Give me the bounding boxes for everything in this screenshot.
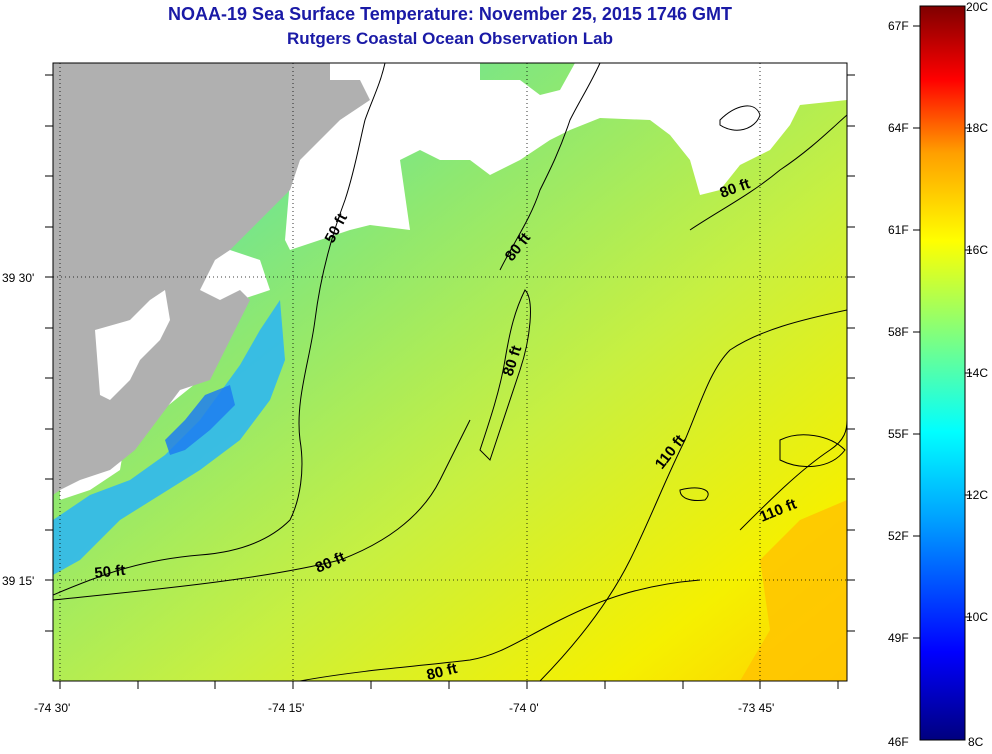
land-mass xyxy=(53,63,370,495)
axis-ticks xyxy=(45,74,855,689)
colorbar-f-label: 58F xyxy=(888,325,909,339)
colorbar-c-label: 18C xyxy=(966,121,988,135)
lon-label: -73 45' xyxy=(738,701,774,715)
colorbar-f-label: 64F xyxy=(888,121,909,135)
contour-50ft xyxy=(53,63,386,596)
contour-island-3 xyxy=(679,487,709,501)
contour-110ft-east xyxy=(739,419,847,531)
contour-110ft xyxy=(539,309,847,681)
contour-label: 80 ft xyxy=(425,660,459,684)
map-title: NOAA-19 Sea Surface Temperature: Novembe… xyxy=(168,4,732,24)
warm-water-patch xyxy=(740,500,847,681)
contour-island-2 xyxy=(779,434,846,468)
colorbar-f-label: 49F xyxy=(888,631,909,645)
graticule xyxy=(53,63,847,681)
colorbar-c-label: 16C xyxy=(966,243,988,257)
contour-80ft-east xyxy=(689,114,847,231)
colorbar-f-label: 52F xyxy=(888,529,909,543)
coldest-water-patch xyxy=(165,385,235,455)
contour-80ft-south xyxy=(53,419,471,601)
bathymetry-contours xyxy=(53,63,847,681)
barrier-island xyxy=(95,290,170,400)
colorbar-f-label: 46F xyxy=(888,735,909,749)
colorbar-c-label: 10C xyxy=(966,610,988,624)
colorbar-f-label: 55F xyxy=(888,427,909,441)
contour-80ft-bottom xyxy=(299,579,701,681)
colorbar-f-label: 61F xyxy=(888,223,909,237)
lat-label: 39 15' xyxy=(2,574,34,588)
colorbar-f-label: 67F xyxy=(888,19,909,33)
colorbar-c-label: 8C xyxy=(968,735,984,749)
cold-water-patch xyxy=(53,300,285,575)
contour-80ft-mid xyxy=(479,289,531,461)
cloud-cover xyxy=(285,63,847,250)
map-subtitle: Rutgers Coastal Ocean Observation Lab xyxy=(287,29,613,48)
contour-label: 50 ft xyxy=(94,562,126,582)
lon-label: -74 0' xyxy=(509,701,539,715)
lon-label: -74 15' xyxy=(268,701,304,715)
colorbar-c-label: 12C xyxy=(966,488,988,502)
lat-label: 39 30' xyxy=(2,271,34,285)
color-scale-bar xyxy=(919,5,966,741)
contour-80ft-north xyxy=(499,63,601,271)
map-frame xyxy=(52,62,848,682)
lon-label: -74 30' xyxy=(34,701,70,715)
colorbar-c-label: 14C xyxy=(966,366,988,380)
colorbar-ticks xyxy=(913,25,972,639)
colorbar-c-label: 20C xyxy=(966,0,988,14)
